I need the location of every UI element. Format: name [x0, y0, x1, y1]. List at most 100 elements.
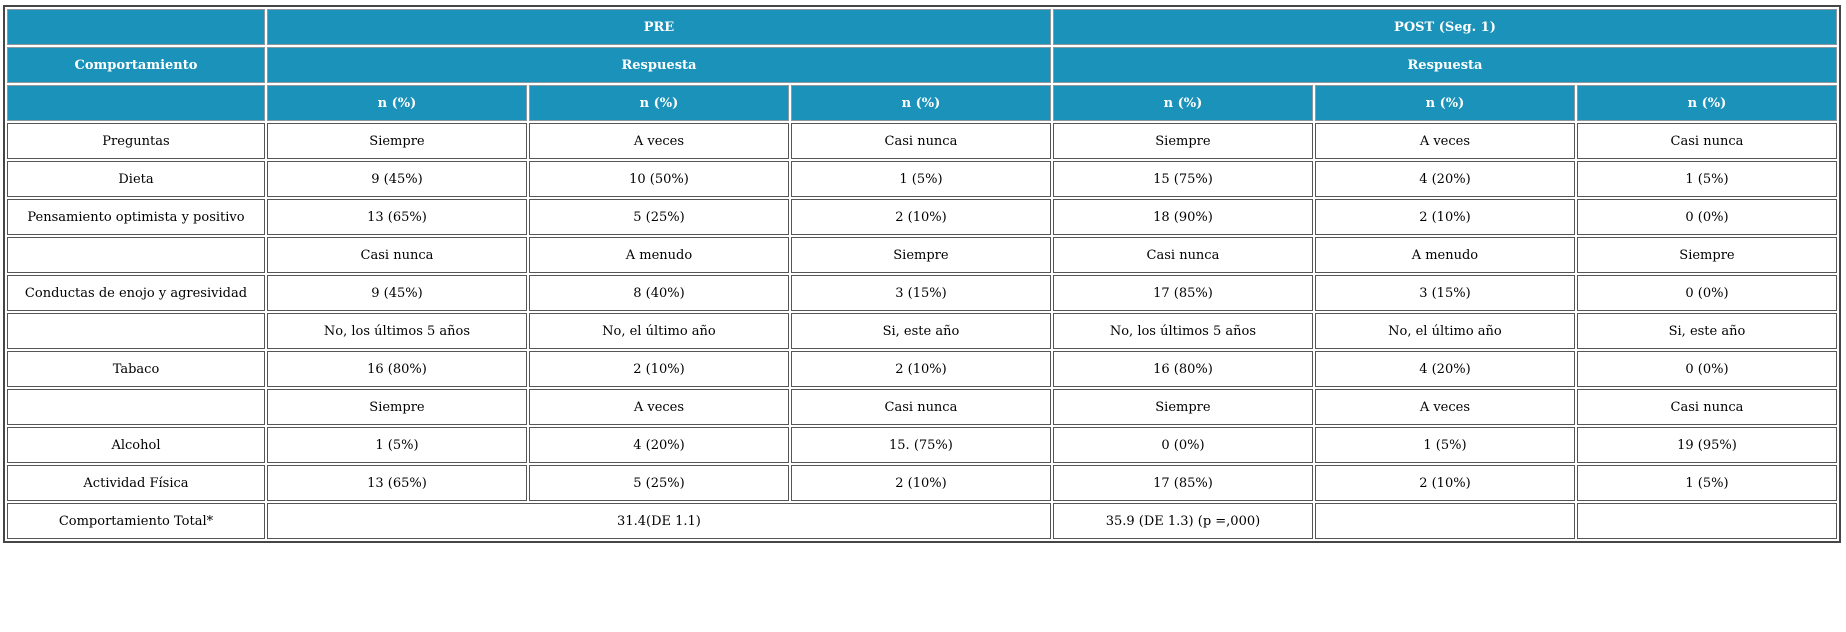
table-cell: 19 (95%)	[1576, 427, 1837, 463]
row-label	[7, 389, 265, 425]
table-cell: 0 (0%)	[1576, 351, 1837, 387]
table-cell: 4 (20%)	[1314, 161, 1575, 197]
table-row: Actividad Física 13 (65%) 5 (25%) 2 (10%…	[7, 465, 1837, 501]
pre-total-cell: 31.4(DE 1.1)	[266, 503, 1051, 539]
n-pct-header: n (%)	[1576, 85, 1837, 121]
table-cell: 15 (75%)	[1052, 161, 1313, 197]
row-label	[7, 313, 265, 349]
header-row-npct: n (%) n (%) n (%) n (%) n (%) n (%)	[7, 85, 1837, 121]
table-cell: Si, este año	[1576, 313, 1837, 349]
n-pct-header: n (%)	[1052, 85, 1313, 121]
comportamiento-header: Comportamiento	[7, 47, 265, 83]
table-cell: A veces	[1314, 123, 1575, 159]
table-cell: 18 (90%)	[1052, 199, 1313, 235]
table-cell: 3 (15%)	[790, 275, 1051, 311]
table-cell: 1 (5%)	[1576, 465, 1837, 501]
post-total-cell: 35.9 (DE 1.3) (p =,000)	[1052, 503, 1313, 539]
n-pct-header: n (%)	[528, 85, 789, 121]
total-row-label: Comportamiento Total*	[7, 503, 265, 539]
n-pct-header: n (%)	[790, 85, 1051, 121]
table-cell: 3 (15%)	[1314, 275, 1575, 311]
table-cell: No, los últimos 5 años	[266, 313, 527, 349]
table-cell: Casi nunca	[1576, 123, 1837, 159]
table-cell: Casi nunca	[1576, 389, 1837, 425]
table-cell: A veces	[528, 123, 789, 159]
table-cell: Siempre	[266, 123, 527, 159]
table-row: Dieta 9 (45%) 10 (50%) 1 (5%) 15 (75%) 4…	[7, 161, 1837, 197]
table-cell: 9 (45%)	[266, 161, 527, 197]
header-row-groups: PRE POST (Seg. 1)	[7, 9, 1837, 45]
corner-header-cell	[7, 9, 265, 45]
table-row: Siempre A veces Casi nunca Siempre A vec…	[7, 389, 1837, 425]
table-cell: 2 (10%)	[528, 351, 789, 387]
table-row: Casi nunca A menudo Siempre Casi nunca A…	[7, 237, 1837, 273]
table-row: Conductas de enojo y agresividad 9 (45%)…	[7, 275, 1837, 311]
row-label	[7, 237, 265, 273]
empty-cell	[1576, 503, 1837, 539]
table-cell: 9 (45%)	[266, 275, 527, 311]
table-cell: Casi nunca	[790, 123, 1051, 159]
row-label: Pensamiento optimista y positivo	[7, 199, 265, 235]
table-cell: A menudo	[528, 237, 789, 273]
row-label: Alcohol	[7, 427, 265, 463]
empty-cell	[1314, 503, 1575, 539]
table-cell: Siempre	[266, 389, 527, 425]
table-row: Preguntas Siempre A veces Casi nunca Sie…	[7, 123, 1837, 159]
table-cell: 17 (85%)	[1052, 275, 1313, 311]
row-label: Actividad Física	[7, 465, 265, 501]
table-cell: 10 (50%)	[528, 161, 789, 197]
table-cell: No, los últimos 5 años	[1052, 313, 1313, 349]
table-cell: Siempre	[1052, 123, 1313, 159]
table-cell: 2 (10%)	[790, 465, 1051, 501]
row-label: Tabaco	[7, 351, 265, 387]
table-cell: 8 (40%)	[528, 275, 789, 311]
table-cell: Siempre	[1576, 237, 1837, 273]
table-cell: 2 (10%)	[1314, 199, 1575, 235]
table-cell: 4 (20%)	[1314, 351, 1575, 387]
table-cell: A veces	[1314, 389, 1575, 425]
table-cell: 2 (10%)	[1314, 465, 1575, 501]
table-cell: Casi nunca	[1052, 237, 1313, 273]
pre-group-header: PRE	[266, 9, 1051, 45]
table-cell: Casi nunca	[266, 237, 527, 273]
table-cell: Siempre	[1052, 389, 1313, 425]
table-cell: 4 (20%)	[528, 427, 789, 463]
results-table: PRE POST (Seg. 1) Comportamiento Respues…	[3, 5, 1841, 543]
total-row: Comportamiento Total* 31.4(DE 1.1) 35.9 …	[7, 503, 1837, 539]
table-row: Pensamiento optimista y positivo 13 (65%…	[7, 199, 1837, 235]
table-row: No, los últimos 5 años No, el último año…	[7, 313, 1837, 349]
table-row: Alcohol 1 (5%) 4 (20%) 15. (75%) 0 (0%) …	[7, 427, 1837, 463]
table-cell: 13 (65%)	[266, 199, 527, 235]
table-cell: 16 (80%)	[266, 351, 527, 387]
table-cell: No, el último año	[1314, 313, 1575, 349]
table-cell: 17 (85%)	[1052, 465, 1313, 501]
table-cell: 1 (5%)	[790, 161, 1051, 197]
row-label: Conductas de enojo y agresividad	[7, 275, 265, 311]
post-respuesta-header: Respuesta	[1052, 47, 1837, 83]
n-pct-header: n (%)	[266, 85, 527, 121]
row-label: Preguntas	[7, 123, 265, 159]
table-row: Tabaco 16 (80%) 2 (10%) 2 (10%) 16 (80%)…	[7, 351, 1837, 387]
table-cell: 0 (0%)	[1052, 427, 1313, 463]
table-cell: Casi nunca	[790, 389, 1051, 425]
table-cell: 0 (0%)	[1576, 199, 1837, 235]
table-cell: A menudo	[1314, 237, 1575, 273]
table-cell: 1 (5%)	[266, 427, 527, 463]
table-cell: 16 (80%)	[1052, 351, 1313, 387]
row-label: Dieta	[7, 161, 265, 197]
header-row-response: Comportamiento Respuesta Respuesta	[7, 47, 1837, 83]
table-cell: A veces	[528, 389, 789, 425]
table-cell: No, el último año	[528, 313, 789, 349]
corner-header-cell	[7, 85, 265, 121]
table-cell: 0 (0%)	[1576, 275, 1837, 311]
table-cell: Siempre	[790, 237, 1051, 273]
pre-respuesta-header: Respuesta	[266, 47, 1051, 83]
table-cell: Si, este año	[790, 313, 1051, 349]
table-cell: 2 (10%)	[790, 199, 1051, 235]
post-group-header: POST (Seg. 1)	[1052, 9, 1837, 45]
table-cell: 1 (5%)	[1576, 161, 1837, 197]
table-cell: 5 (25%)	[528, 199, 789, 235]
n-pct-header: n (%)	[1314, 85, 1575, 121]
table-cell: 1 (5%)	[1314, 427, 1575, 463]
table-cell: 13 (65%)	[266, 465, 527, 501]
